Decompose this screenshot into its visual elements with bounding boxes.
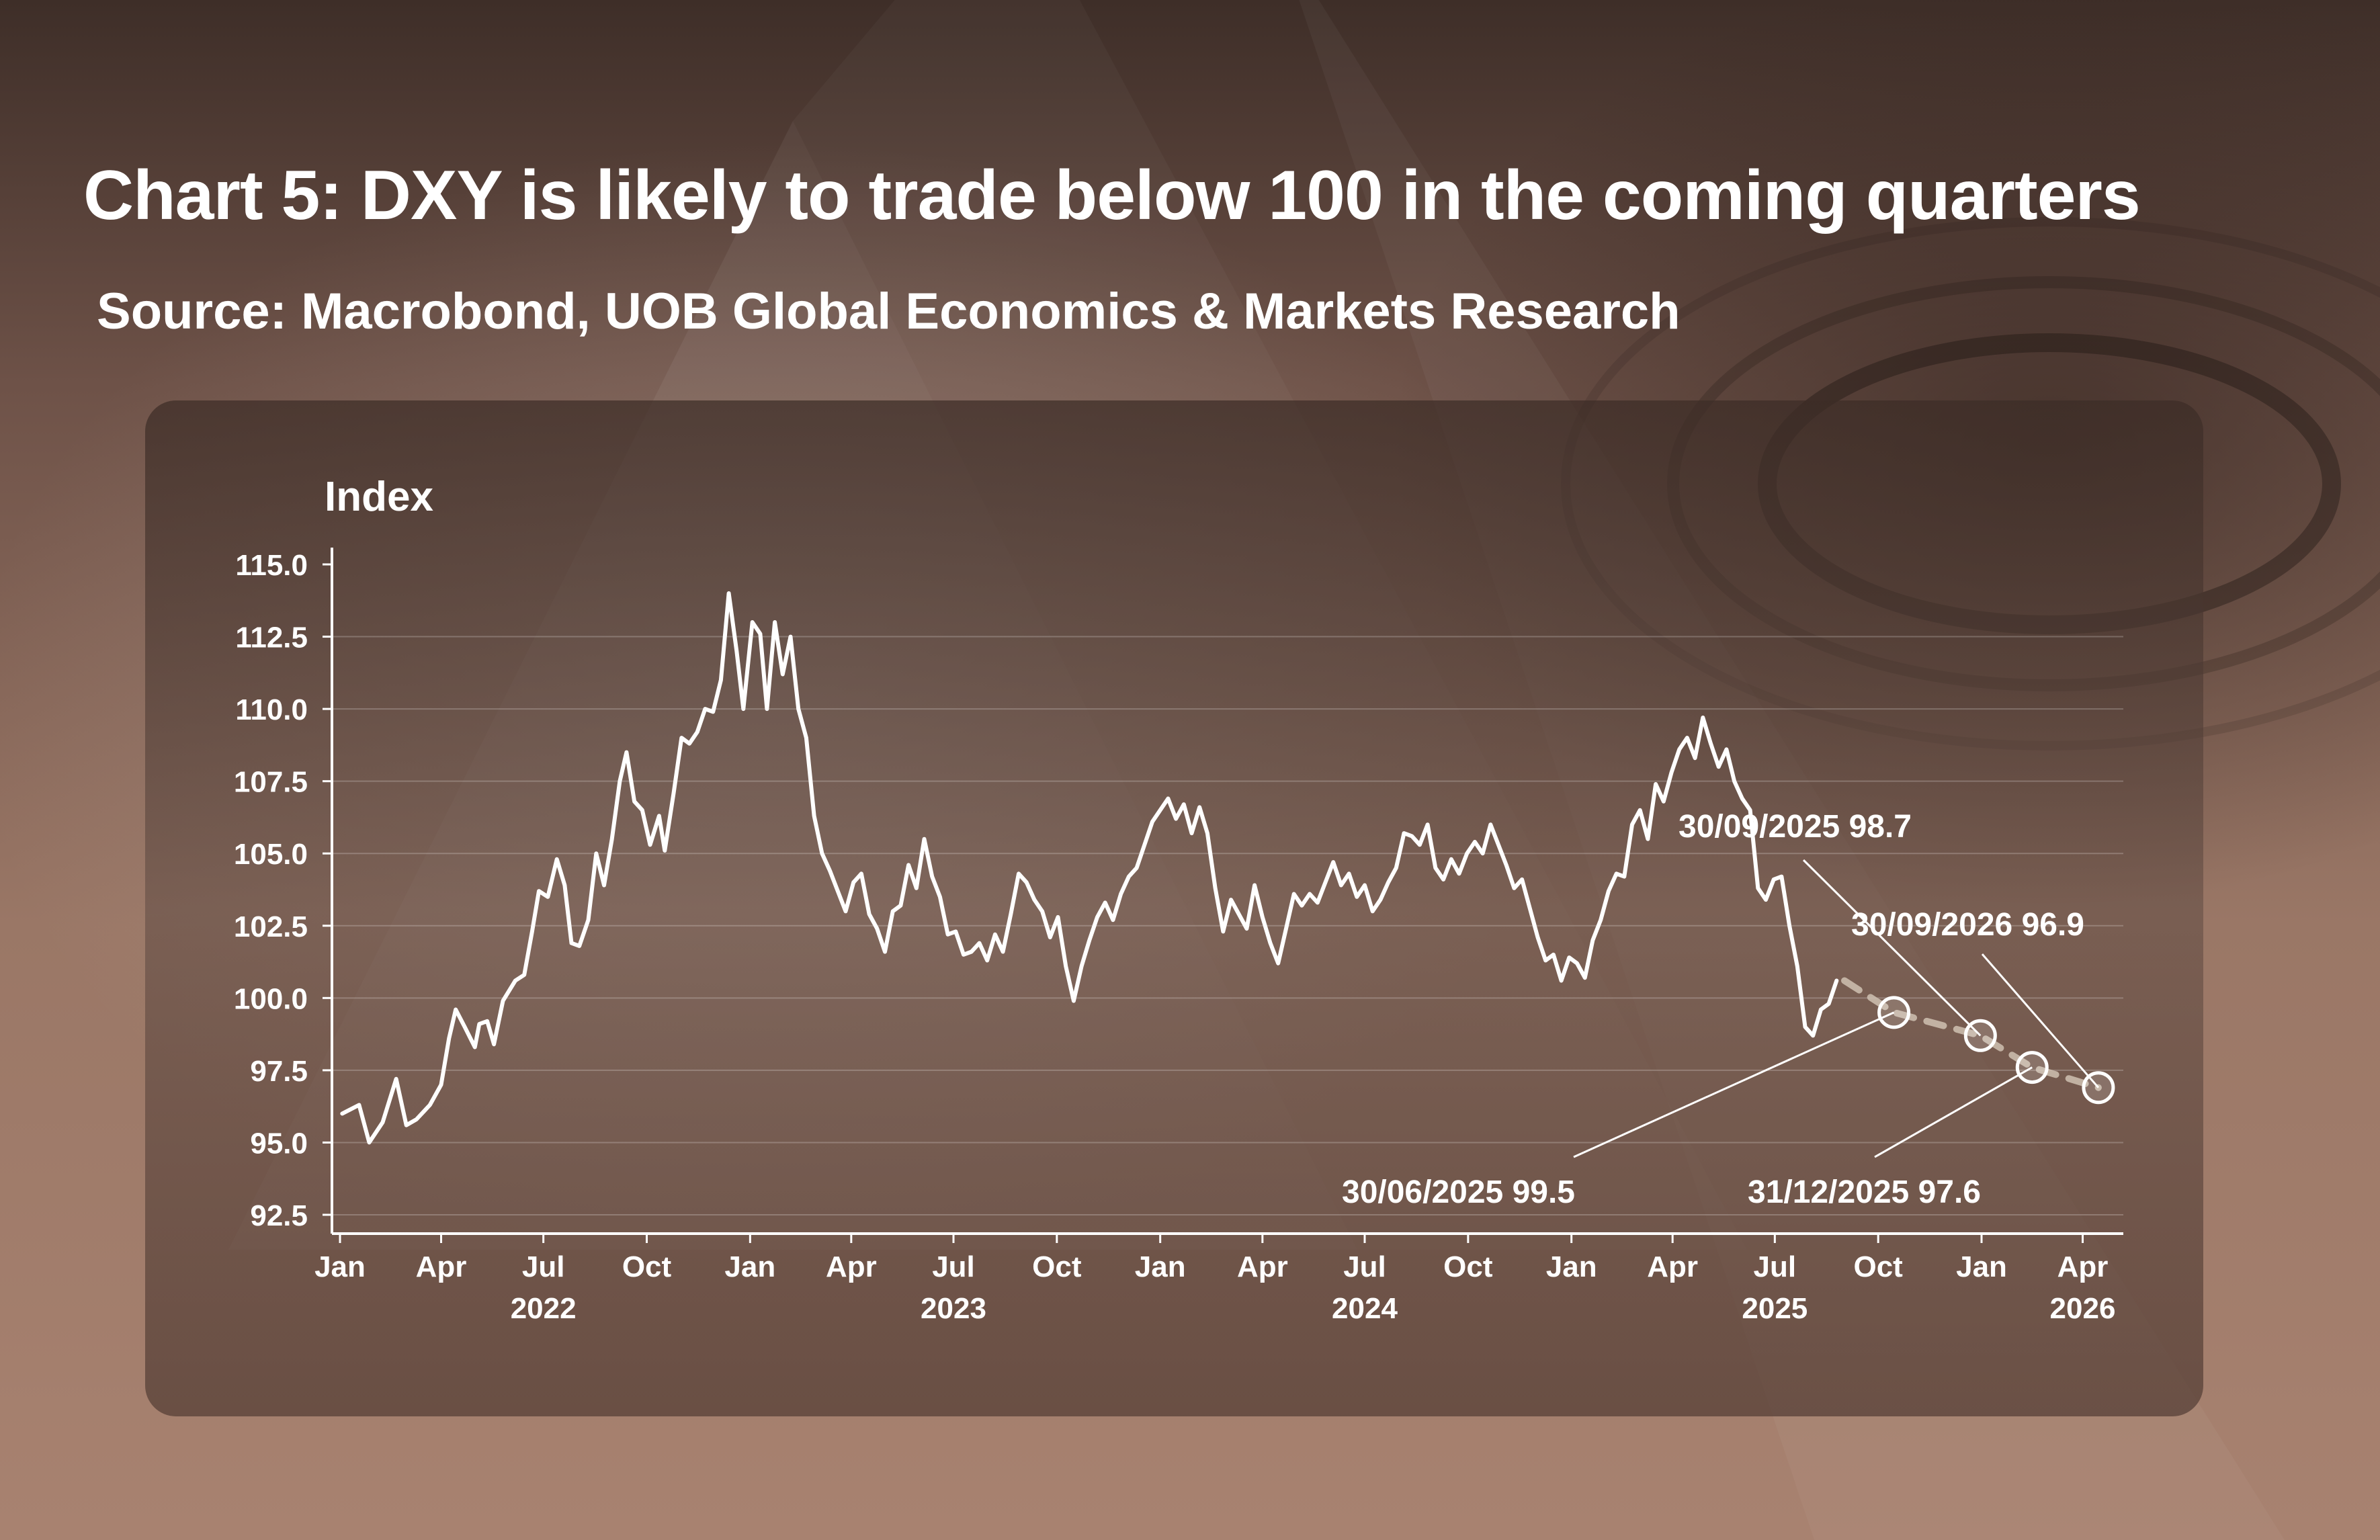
annotation-label: 31/12/2025 97.6 xyxy=(1748,1174,1981,1210)
annotation-leader xyxy=(1573,1011,1895,1158)
x-tick-label: Jan xyxy=(1956,1250,2007,1283)
y-tick-label: 107.5 xyxy=(234,766,308,799)
actual-series-line xyxy=(340,591,1839,1145)
x-tick-label: Oct xyxy=(622,1250,672,1283)
x-tick-label: Jan xyxy=(1135,1250,1186,1283)
x-tick-label: Oct xyxy=(1443,1250,1493,1283)
x-tick-label: Apr xyxy=(826,1250,877,1283)
axes xyxy=(331,548,2123,1235)
annotation-label: 30/06/2025 99.5 xyxy=(1342,1174,1575,1210)
forecast-point-marker xyxy=(2082,1071,2115,1105)
chart-source: Source: Macrobond, UOB Global Economics … xyxy=(97,283,1681,340)
y-tick-label: 115.0 xyxy=(235,549,308,582)
chart-panel xyxy=(145,400,2203,1416)
annotation-leader xyxy=(1802,859,1982,1037)
x-tick-label: Jan xyxy=(724,1250,775,1283)
x-tick-label: Jan xyxy=(1546,1250,1597,1283)
x-tick-label: Jan xyxy=(314,1250,366,1283)
y-tick-labels: 115.0 112.5 110.0 107.5 105.0 102.5 100.0 97.5 9… xyxy=(234,549,308,1232)
x-year-label: 2024 xyxy=(1332,1292,1398,1325)
forecast-series-line xyxy=(1841,977,2102,1091)
x-tick-label: Jul xyxy=(1343,1250,1386,1283)
annotation-leader xyxy=(1981,953,2100,1088)
x-tick-labels: Jan Apr Jul Oct Jan Apr Jul Oct Jan Apr Jul Oct Jan A… xyxy=(314,1250,2115,1325)
forecast-point-marker xyxy=(1963,1019,1997,1052)
y-tick-label: 100.0 xyxy=(234,982,308,1015)
x-tick-label: Oct xyxy=(1853,1250,1903,1283)
y-tick-label: 105.0 xyxy=(234,838,308,871)
grid-lines xyxy=(323,563,2123,1243)
forecast-point-marker xyxy=(2015,1051,2049,1084)
y-tick-label: 112.5 xyxy=(235,622,308,654)
annotation-label: 30/09/2025 98.7 xyxy=(1678,809,1912,845)
x-year-label: 2025 xyxy=(1742,1292,1808,1325)
y-tick-label: 110.0 xyxy=(235,693,308,726)
y-tick-label: 92.5 xyxy=(250,1199,308,1232)
y-tick-label: 95.0 xyxy=(250,1127,308,1160)
y-axis-label: Index xyxy=(325,474,433,520)
x-tick-label: Apr xyxy=(1647,1250,1698,1283)
x-year-label: 2023 xyxy=(921,1292,986,1325)
y-tick-label: 102.5 xyxy=(234,910,308,943)
annotations: 30/06/2025 99.5 30/09/2025 98.7 31/12/2025… xyxy=(1342,809,2115,1210)
annotation-leader xyxy=(1874,1066,2033,1158)
x-tick-label: Jul xyxy=(932,1250,975,1283)
x-year-label: 2022 xyxy=(511,1292,577,1325)
x-tick-label: Apr xyxy=(1237,1250,1288,1283)
y-tick-label: 97.5 xyxy=(250,1055,308,1088)
series xyxy=(340,591,2102,1145)
forecast-point-marker xyxy=(1877,996,1911,1029)
x-tick-label: Apr xyxy=(416,1250,467,1283)
x-tick-label: Jul xyxy=(522,1250,565,1283)
x-tick-label: Jul xyxy=(1754,1250,1797,1283)
chart-title: Chart 5: DXY is likely to trade below 10… xyxy=(83,157,2141,234)
annotation-label: 30/09/2026 96.9 xyxy=(1851,907,2084,943)
x-tick-label: Oct xyxy=(1032,1250,1082,1283)
x-tick-label: Apr xyxy=(2057,1250,2109,1283)
x-year-label: 2026 xyxy=(2050,1292,2116,1325)
